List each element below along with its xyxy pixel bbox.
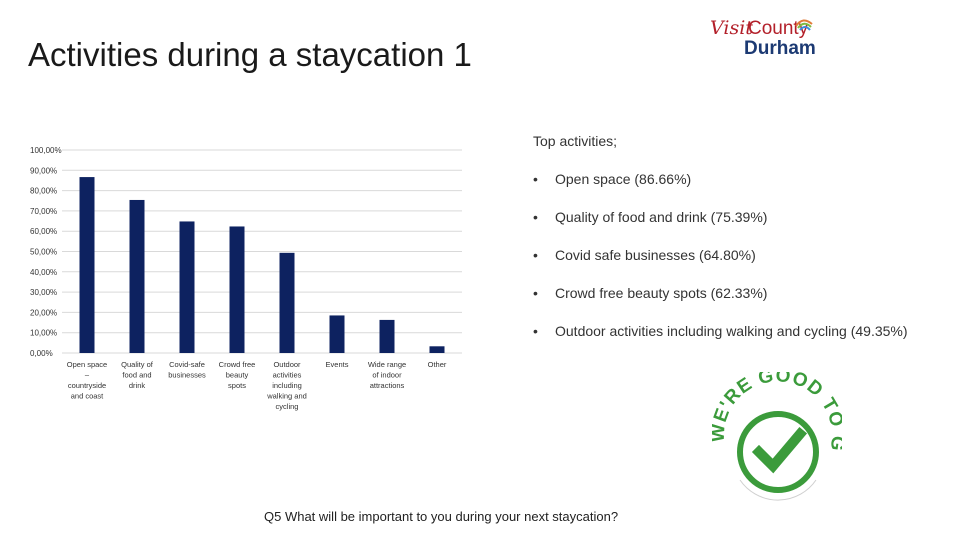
x-category-label: Open space – countryside and coast [67,360,107,401]
bullet-icon: • [533,247,538,263]
bar-chart: 0,00% 10,00% 20,00% 30,00% 40,00% 50,00% 60,00… [30,146,462,411]
bar [79,177,95,353]
bar [279,252,295,353]
top-activity-item: • Covid safe businesses (64.80%) [533,247,756,263]
slide-title: Activities during a staycation 1 [28,36,472,73]
top-activity-item: • Crowd free beauty spots (62.33%) [533,285,768,301]
bullet-icon: • [533,171,538,187]
bar [429,346,445,353]
y-tick-label: 80,00% [30,187,57,196]
checkmark-icon [751,426,808,474]
top-activity-item: • Open space (86.66%) [533,171,692,187]
y-axis-ticks: 0,00% 10,00% 20,00% 30,00% 40,00% 50,00% 60,00… [30,146,62,358]
bar [329,315,345,353]
y-tick-label: 50,00% [30,248,57,257]
y-tick-label: 100,00% [30,146,62,155]
x-category-label: Covid-safe businesses [168,360,206,380]
gridlines [62,149,462,354]
y-tick-label: 90,00% [30,166,57,175]
good-to-go-badge: WE'RE GOOD TO GO [712,372,842,501]
bar [179,221,195,353]
x-category-label: Other [428,360,447,369]
y-tick-label: 20,00% [30,308,57,317]
top-activities-panel: Top activities; • Open space (86.66%) • Qu… [533,133,913,361]
svg-text:Visit: Visit [710,17,753,39]
x-category-label: Crowd free beauty spots [219,360,256,390]
y-tick-label: 10,00% [30,329,57,338]
survey-question: Q5 What will be important to you during … [264,509,619,524]
top-activity-item: • Quality of food and drink (75.39%) [533,209,768,225]
y-tick-label: 60,00% [30,227,57,236]
x-category-label: Quality of food and drink [121,360,154,390]
bullet-icon: • [533,285,538,301]
x-category-label: Wide range of indoor attractions [368,360,406,390]
y-tick-label: 30,00% [30,288,57,297]
bars [79,177,445,353]
svg-text:County: County [748,18,809,39]
x-category-label: Outdoor activities including walking and cyc… [266,360,307,411]
y-tick-label: 0,00% [30,349,53,358]
bullet-icon: • [533,209,538,225]
y-tick-label: 70,00% [30,207,57,216]
x-category-label: Events [326,360,349,369]
top-activities-heading: Top activities; [533,133,618,149]
bar [229,226,245,353]
x-axis-categories: Open space – countryside and coast Quality o… [67,360,447,411]
visit-county-durham-logo: Visit County Durham [710,17,816,59]
top-activity-item: • Outdoor activities including walking an… [533,323,908,339]
svg-text:Durham: Durham [744,38,816,59]
bar [379,319,395,353]
y-tick-label: 40,00% [30,268,57,277]
bar [129,199,145,353]
bullet-icon: • [533,323,538,339]
